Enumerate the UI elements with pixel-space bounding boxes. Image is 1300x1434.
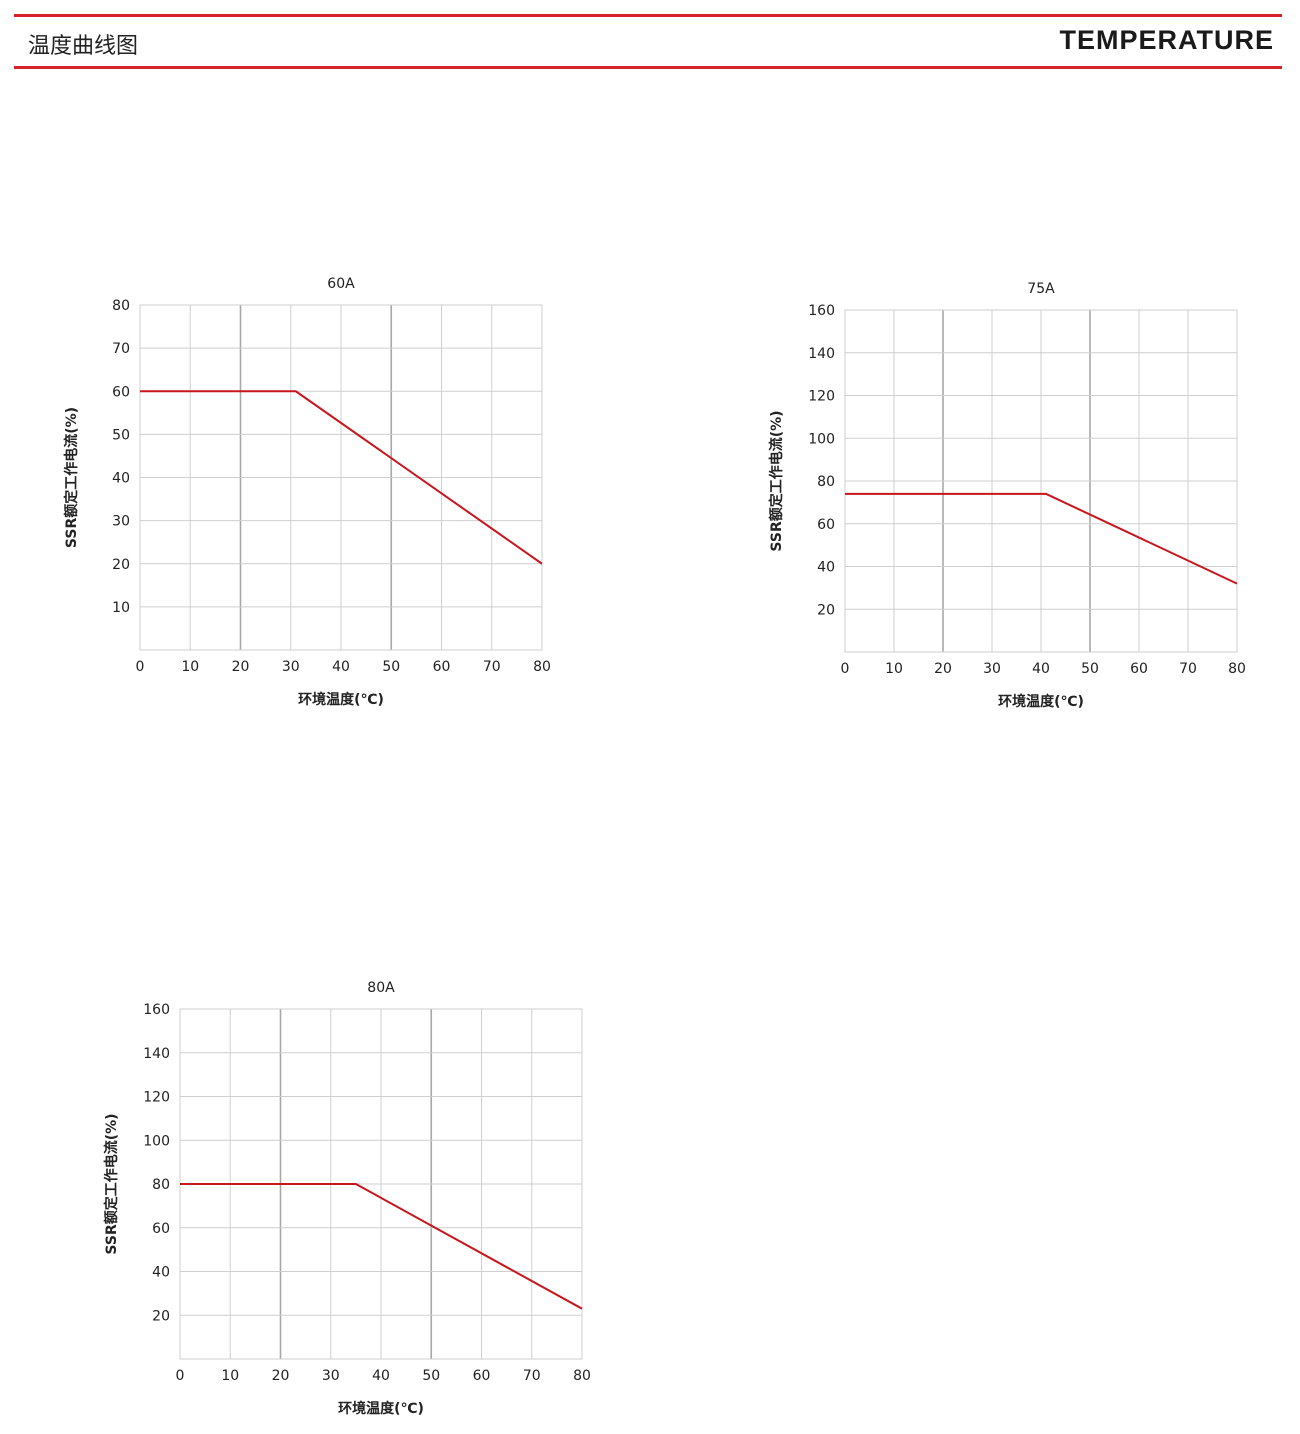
series-line [180,1183,583,1310]
x-tick-label: 60 [473,1368,491,1384]
x-tick-label: 0 [136,659,145,675]
x-tick-label: 10 [221,1368,239,1384]
x-tick-label: 10 [885,661,903,677]
series-line [845,492,1238,585]
x-tick-label: 70 [483,659,501,675]
x-tick-label: 20 [272,1368,290,1384]
chart-title: 80A [367,980,395,996]
chart-60a: 60A 0 10 20 30 40 50 60 70 80 10 20 30 40 50 60 70 80 环境温度… [63,276,551,708]
plot-frame [844,309,1238,653]
x-tick-label: 50 [1081,661,1099,677]
chart-title: 75A [1027,281,1055,297]
x-tick-label: 10 [181,659,199,675]
y-axis-label: SSR额定工作电流(%) [103,1113,120,1254]
y-tick-label: 160 [808,303,835,319]
y-tick-label: 10 [112,600,130,616]
y-tick-label: 120 [808,389,835,405]
plot-frame [139,304,543,651]
series-line [140,390,543,565]
x-tick-label: 80 [533,659,551,675]
chart-80a: 80A 0 10 20 30 40 50 60 70 80 20 40 60 80 100 120 140 160… [103,980,591,1417]
y-tick-label: 70 [112,341,130,357]
x-tick-label: 30 [983,661,1001,677]
y-tick-label: 20 [112,557,130,573]
x-tick-label: 50 [382,659,400,675]
y-tick-label: 120 [143,1090,170,1106]
x-axis-label: 环境温度(℃) [298,691,384,708]
x-tick-label: 40 [1032,661,1050,677]
x-tick-label: 70 [523,1368,541,1384]
x-tick-label: 30 [282,659,300,675]
x-tick-label: 70 [1179,661,1197,677]
x-tick-label: 40 [372,1368,390,1384]
x-tick-label: 80 [1228,661,1246,677]
y-tick-label: 80 [112,298,130,314]
y-tick-label: 100 [808,431,835,447]
x-tick-label: 60 [433,659,451,675]
y-tick-label: 20 [152,1308,170,1324]
y-tick-label: 40 [817,560,835,576]
x-tick-label: 0 [841,661,850,677]
x-tick-label: 50 [422,1368,440,1384]
x-tick-label: 0 [176,1368,185,1384]
y-tick-label: 80 [817,474,835,490]
x-tick-label: 80 [573,1368,591,1384]
x-tick-label: 60 [1130,661,1148,677]
x-tick-label: 20 [934,661,952,677]
y-tick-label: 80 [152,1177,170,1193]
y-tick-label: 160 [143,1002,170,1018]
x-tick-label: 20 [232,659,250,675]
y-tick-label: 40 [152,1265,170,1281]
chart-title: 60A [327,276,355,292]
y-tick-label: 100 [143,1133,170,1149]
x-tick-label: 30 [322,1368,340,1384]
y-tick-label: 60 [112,384,130,400]
x-axis-label: 环境温度(℃) [338,1400,424,1417]
y-tick-label: 60 [817,517,835,533]
chart-75a: 75A 0 10 20 30 40 50 60 70 80 20 40 60 80 100 120 140 160… [768,281,1246,710]
y-tick-label: 60 [152,1221,170,1237]
header-title-cn: 温度曲线图 [28,34,139,59]
header-title-en: TEMPERATURE [1059,25,1274,55]
y-tick-label: 40 [112,471,130,487]
y-axis-label: SSR额定工作电流(%) [63,407,80,548]
x-tick-label: 40 [332,659,350,675]
y-tick-label: 20 [817,602,835,618]
y-axis-label: SSR额定工作电流(%) [768,410,785,551]
x-axis-label: 环境温度(℃) [998,693,1084,710]
y-tick-label: 140 [143,1046,170,1062]
header-bottom-rule [14,66,1282,69]
y-tick-label: 30 [112,514,130,530]
header-top-rule [14,14,1282,17]
y-tick-label: 140 [808,346,835,362]
y-tick-label: 50 [112,427,130,443]
